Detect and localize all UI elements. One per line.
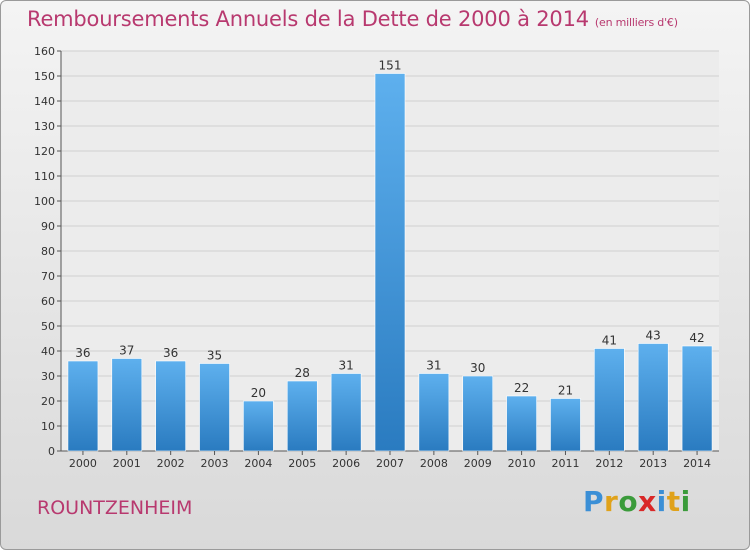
bar	[462, 375, 494, 452]
x-tick-label: 2008	[420, 457, 448, 470]
y-tick-label: 100	[34, 195, 55, 208]
chart-unit: (en milliers d'€)	[594, 16, 678, 29]
bar	[155, 360, 186, 452]
chart-title: Remboursements Annuels de la Dette de 20…	[27, 7, 678, 31]
y-tick-label: 110	[34, 170, 55, 183]
y-tick-label: 40	[41, 345, 55, 358]
data-label: 36	[75, 346, 90, 360]
y-tick-label: 90	[41, 220, 55, 233]
bar	[330, 373, 362, 452]
x-tick-label: 2007	[376, 457, 404, 470]
data-label: 41	[602, 334, 617, 348]
y-tick-label: 150	[34, 70, 55, 83]
bar	[418, 373, 450, 452]
y-tick-label: 20	[41, 395, 55, 408]
x-tick-label: 2006	[332, 457, 360, 470]
y-tick-label: 130	[34, 120, 55, 133]
data-label: 22	[514, 381, 529, 395]
y-tick-label: 140	[34, 95, 55, 108]
data-label: 42	[689, 331, 704, 345]
x-tick-label: 2003	[201, 457, 229, 470]
bar	[243, 400, 274, 452]
y-tick-label: 80	[41, 245, 55, 258]
x-tick-label: 2005	[288, 457, 316, 470]
y-tick-label: 0	[48, 445, 55, 458]
data-label: 21	[558, 384, 573, 398]
data-label: 43	[646, 329, 661, 343]
data-label: 28	[295, 366, 310, 380]
x-tick-label: 2004	[244, 457, 272, 470]
bar	[286, 380, 318, 452]
x-tick-label: 2010	[508, 457, 536, 470]
data-label: 151	[379, 59, 402, 73]
x-tick-label: 2001	[113, 457, 141, 470]
data-label: 31	[338, 359, 353, 373]
x-tick-label: 2014	[683, 457, 711, 470]
data-label: 37	[119, 344, 134, 358]
y-tick-label: 30	[41, 370, 55, 383]
y-tick-label: 70	[41, 270, 55, 283]
bar	[67, 360, 99, 452]
data-label: 36	[163, 346, 178, 360]
y-tick-label: 120	[34, 145, 55, 158]
proxiti-logo: Proxiti	[583, 485, 691, 518]
bar	[506, 395, 537, 452]
x-tick-label: 2002	[157, 457, 185, 470]
y-tick-label: 60	[41, 295, 55, 308]
x-tick-label: 2011	[551, 457, 579, 470]
y-tick-label: 50	[41, 320, 55, 333]
city-name: ROUNTZENHEIM	[37, 497, 193, 519]
data-label: 20	[251, 386, 266, 400]
bar	[594, 348, 625, 452]
data-label: 30	[470, 361, 485, 375]
x-tick-label: 2000	[69, 457, 97, 470]
bar	[111, 358, 143, 452]
y-tick-label: 10	[41, 420, 55, 433]
bar	[681, 345, 713, 452]
bar	[637, 343, 669, 452]
x-tick-label: 2009	[464, 457, 492, 470]
data-label: 31	[426, 359, 441, 373]
bar	[199, 363, 230, 452]
bar	[374, 73, 406, 452]
bar	[550, 398, 581, 452]
x-tick-label: 2012	[595, 457, 623, 470]
x-tick-label: 2013	[639, 457, 667, 470]
data-label: 35	[207, 349, 222, 363]
y-tick-label: 160	[34, 45, 55, 58]
chart-title-text: Remboursements Annuels de la Dette de 20…	[27, 7, 589, 31]
